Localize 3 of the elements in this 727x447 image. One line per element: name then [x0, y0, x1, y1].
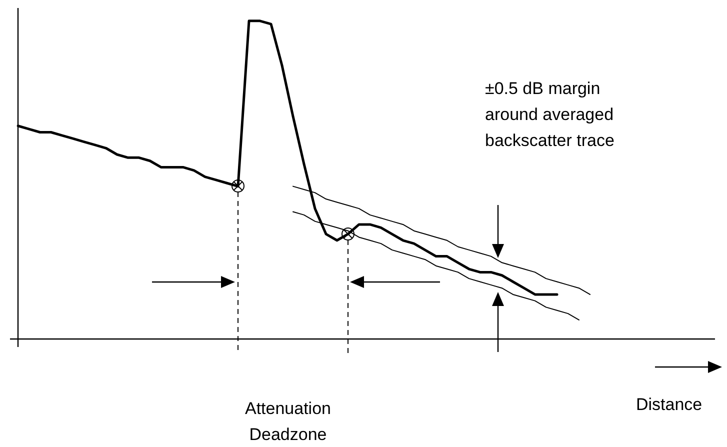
- text: Attenuation Deadzone: [244, 398, 332, 446]
- annotation: ±0.5 dB margin around averaged backscatter trace: [485, 78, 616, 152]
- text: Distance: [636, 394, 704, 416]
